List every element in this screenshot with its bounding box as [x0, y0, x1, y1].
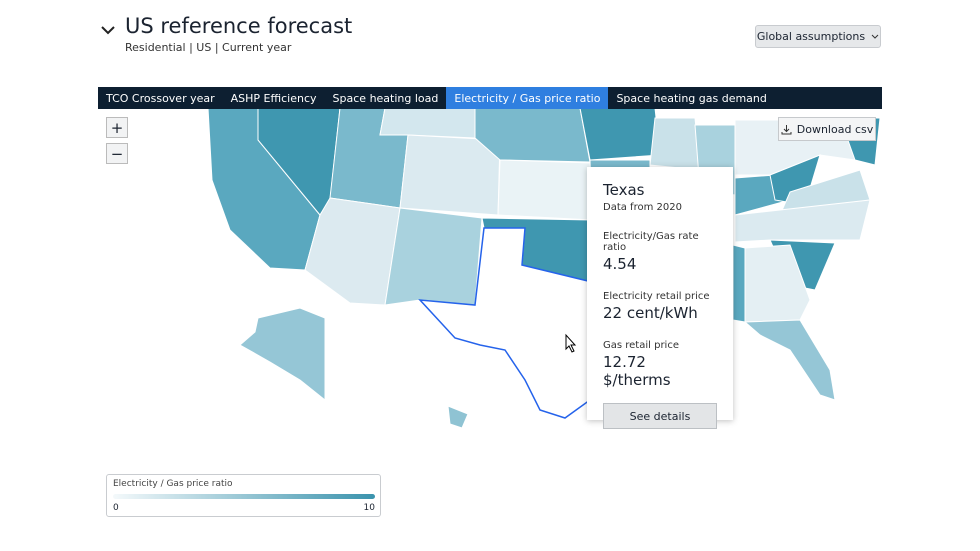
- state: [418, 227, 593, 419]
- zoom-out-button[interactable]: −: [106, 143, 128, 164]
- tooltip-label: Electricity/Gas rate ratio: [603, 231, 699, 253]
- tab[interactable]: Space heating gas demand: [616, 91, 767, 105]
- tab[interactable]: Electricity / Gas price ratio: [446, 87, 609, 109]
- dropdown-icon: [871, 34, 879, 39]
- state: [497, 159, 593, 221]
- state: [384, 207, 483, 306]
- state: [239, 307, 326, 402]
- cursor: [565, 333, 577, 353]
- tooltip-value: 4.54: [603, 255, 637, 273]
- button-label: Download csv: [796, 122, 874, 136]
- state: [734, 199, 871, 243]
- state-tooltip: Texas Data from 2020 Electricity/Gas rat…: [587, 167, 733, 429]
- tab-bar: TCO Crossover year ASHP Efficiency Space h…: [98, 87, 882, 109]
- legend-gradient: [113, 494, 375, 499]
- state: [732, 244, 746, 323]
- legend: Electricity / Gas price ratio 0 10: [106, 474, 381, 517]
- download-button[interactable]: Download csv: [778, 117, 876, 141]
- legend-max: 10: [363, 503, 375, 513]
- see-details-button[interactable]: See details: [603, 403, 717, 429]
- download-icon: [781, 124, 792, 134]
- legend-title: Electricity / Gas price ratio: [113, 479, 233, 489]
- state: [744, 244, 811, 323]
- tooltip-value: 12.72 $/therms: [603, 353, 671, 389]
- state: [379, 107, 476, 139]
- tooltip-title: Texas: [603, 181, 645, 199]
- page-subtitle: Residential | US | Current year: [125, 41, 292, 54]
- tooltip-label: Gas retail price: [603, 340, 679, 351]
- zoom-in-button[interactable]: +: [106, 117, 128, 138]
- tooltip-subtitle: Data from 2020: [603, 202, 682, 213]
- button-label: Global assumptions: [756, 30, 866, 43]
- state: [579, 107, 661, 161]
- page-title: US reference forecast: [125, 14, 353, 38]
- state: [743, 319, 836, 401]
- tab[interactable]: Space heating load: [332, 91, 439, 105]
- state: [447, 405, 469, 429]
- state: [649, 117, 701, 171]
- global-assumptions-button[interactable]: Global assumptions: [755, 25, 881, 48]
- tooltip-value: 22 cent/kWh: [603, 304, 698, 322]
- tooltip-label: Electricity retail price: [603, 291, 710, 302]
- tab[interactable]: ASHP Efficiency: [230, 91, 317, 105]
- tooltip-items: Electricity/Gas rate ratio 4.54 Electricit…: [603, 231, 717, 389]
- collapse-icon[interactable]: [100, 24, 116, 36]
- legend-min: 0: [113, 503, 119, 513]
- tab[interactable]: TCO Crossover year: [106, 91, 215, 105]
